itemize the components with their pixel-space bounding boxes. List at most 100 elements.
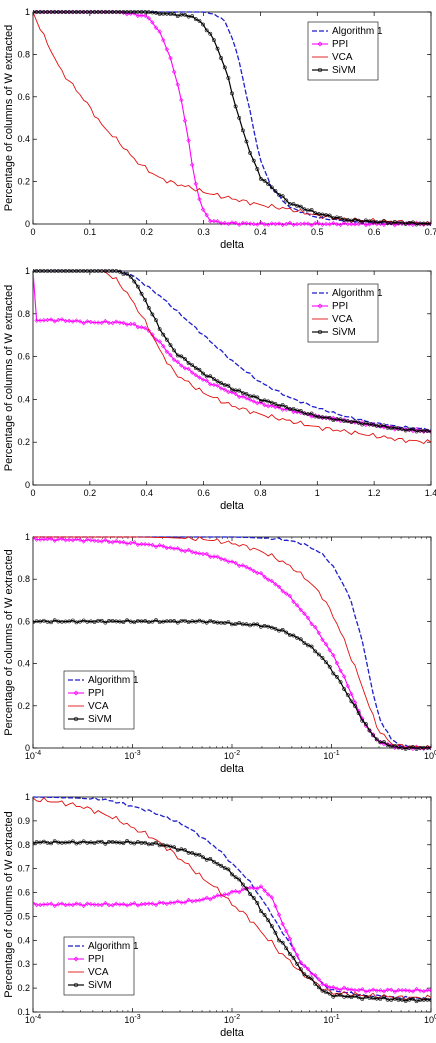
series-point: [208, 374, 213, 379]
series-point: [78, 619, 82, 624]
series-point: [262, 398, 267, 403]
series-point: [161, 332, 166, 337]
series-point: [269, 403, 275, 408]
series-point: [291, 599, 296, 605]
series-point: [132, 540, 137, 545]
series-point: [171, 69, 177, 75]
series-point: [324, 213, 328, 218]
series-point: [421, 221, 426, 226]
series-point: [262, 178, 267, 183]
series-point: [367, 988, 372, 993]
series-point: [74, 901, 79, 906]
series-point: [230, 872, 234, 877]
series-point: [215, 46, 220, 51]
series-point: [48, 901, 54, 906]
series-point: [157, 29, 162, 34]
legend: Algorithm 1 PPI VCA SiVM: [63, 670, 139, 730]
series-point: [88, 619, 93, 624]
series-point: [161, 544, 166, 549]
series-point: [313, 414, 318, 419]
series-point: [363, 989, 369, 994]
x-tick-label: 0.4: [140, 488, 153, 498]
series-point: [150, 10, 155, 15]
series-point: [367, 728, 372, 733]
series-point: [382, 740, 386, 744]
series-point: [338, 222, 343, 228]
series-point: [38, 537, 43, 542]
series-point: [226, 76, 231, 80]
series-point: [121, 320, 126, 326]
series-point: [161, 843, 166, 848]
series-point: [305, 615, 311, 621]
series-point: [327, 415, 332, 420]
series-point: [128, 840, 133, 845]
series-point: [52, 903, 57, 909]
legend-label: Algorithm 1: [332, 26, 383, 37]
series-point: [212, 38, 216, 43]
series-point: [132, 901, 137, 906]
series-point: [414, 986, 419, 992]
series-point: [128, 540, 133, 546]
series-point: [287, 407, 292, 412]
series-point: [342, 419, 347, 424]
series-point: [56, 902, 61, 907]
series-point: [255, 400, 260, 406]
series-point: [360, 220, 365, 226]
series-point: [212, 620, 216, 624]
series-point: [302, 411, 307, 416]
series-point: [247, 566, 253, 572]
series-point: [381, 989, 387, 994]
series-point: [233, 622, 238, 626]
series-point: [403, 221, 408, 226]
series-point: [56, 317, 61, 323]
series-point: [74, 620, 79, 625]
series-point: [103, 537, 108, 543]
series-point: [331, 653, 336, 658]
series-point: [182, 900, 188, 905]
series-point: [388, 987, 394, 993]
series-point: [34, 10, 39, 14]
y-tick-label: 1: [25, 532, 30, 542]
series-point: [63, 537, 68, 543]
series-group: [33, 9, 431, 228]
y-tick-label: 0.6: [17, 616, 30, 626]
series-point: [67, 269, 72, 273]
series-point: [70, 902, 76, 908]
series-point: [49, 841, 53, 846]
series-point: [411, 997, 415, 1001]
series-point: [294, 221, 300, 227]
series-point: [306, 975, 310, 979]
series-point: [189, 162, 195, 168]
series-point: [143, 840, 148, 845]
series-point: [316, 977, 322, 982]
series-point: [38, 10, 43, 14]
series-point: [193, 898, 199, 904]
series-point: [59, 536, 65, 541]
series-point: [258, 570, 264, 576]
series-point: [222, 220, 227, 226]
series-point: [356, 988, 361, 993]
series-point: [226, 892, 231, 897]
series-point: [331, 994, 336, 999]
series-point: [396, 426, 401, 431]
series-point: [244, 564, 249, 570]
legend-marker: [73, 982, 79, 988]
series-point: [284, 198, 289, 203]
series-point: [240, 622, 245, 627]
series-point: [248, 623, 252, 628]
x-axis-label: delta: [220, 763, 245, 775]
series-point: [269, 400, 274, 405]
series-point: [425, 429, 430, 433]
series-point: [400, 220, 404, 225]
series-point: [331, 216, 336, 221]
series-point: [114, 619, 119, 624]
series-point: [67, 840, 72, 845]
series-point: [280, 403, 285, 407]
series-point: [164, 349, 170, 354]
series-point: [85, 619, 90, 624]
series-point: [309, 411, 314, 416]
series-point: [186, 138, 191, 143]
series-point: [88, 319, 94, 325]
series-point: [237, 889, 242, 895]
series-point: [338, 417, 343, 422]
